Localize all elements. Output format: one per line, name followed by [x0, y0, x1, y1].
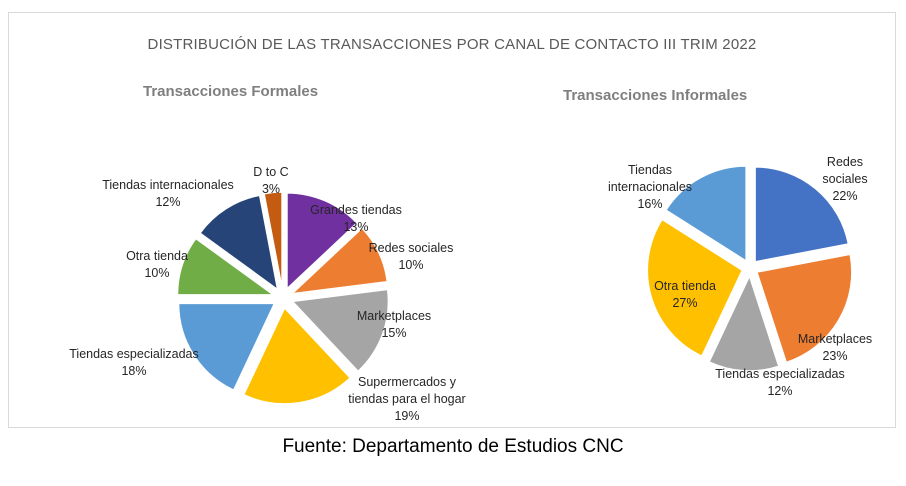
pie-slice-formales-marketplaces: [290, 288, 390, 373]
pie-slice-formales-tiendas-internacionales: [198, 194, 279, 292]
data-label-informales-otra-tienda: Otra tienda 27%: [654, 279, 716, 310]
data-label-informales-tiendas-internacionales: Tiendas internacionales 16%: [608, 163, 692, 211]
data-label-formales-marketplaces: Marketplaces 15%: [357, 309, 431, 340]
data-label-informales-tiendas-especializadas: Tiendas especializadas 12%: [715, 367, 844, 398]
pie-title-informales: Transacciones Informales: [563, 87, 748, 104]
chart-title: DISTRIBUCIÓN DE LAS TRANSACCIONES POR CA…: [147, 36, 757, 53]
pie-slice-formales-otra-tienda: [176, 237, 276, 296]
data-label-formales-tiendas-especializadas: Tiendas especializadas 18%: [69, 347, 198, 378]
chart-area: DISTRIBUCIÓN DE LAS TRANSACCIONES POR CA…: [8, 12, 896, 428]
pie-slice-informales-otra-tienda: [646, 218, 744, 358]
pie-slice-informales-redes-sociales: [754, 166, 850, 263]
data-label-formales-d-to-c: D to C 3%: [253, 165, 288, 196]
pie-slice-informales-tiendas-especializadas: [708, 273, 780, 372]
pie-slice-formales-d-to-c: [263, 191, 283, 289]
data-label-formales-grandes-tiendas: Grandes tiendas 13%: [310, 203, 402, 234]
pie-slice-informales-tiendas-internacionales: [664, 165, 747, 263]
source-note: Fuente: Departamento de Estudios CNC: [282, 436, 624, 457]
data-label-formales-tiendas-internacionales: Tiendas internacionales 12%: [102, 178, 234, 209]
data-label-informales-redes-sociales: Redes sociales 22%: [822, 155, 867, 203]
data-label-formales-redes-sociales: Redes sociales 10%: [369, 241, 454, 272]
pie-slice-formales-tiendas-especializadas: [177, 302, 276, 392]
data-label-informales-marketplaces: Marketplaces 23%: [798, 332, 872, 363]
pie-slice-formales-redes-sociales: [289, 226, 389, 295]
data-label-formales-otra-tienda: Otra tienda 10%: [126, 249, 188, 280]
data-label-formales-supermercados-y-tiendas-para-el-hogar: Supermercados y tiendas para el hogar 19%: [348, 375, 465, 423]
pie-slice-informales-marketplaces: [755, 253, 853, 364]
pie-title-formales: Transacciones Formales: [143, 83, 319, 100]
pie-slice-formales-grandes-tiendas: [286, 192, 359, 291]
pie-slice-formales-supermercados-y-tiendas-para-el-hogar: [242, 306, 352, 405]
